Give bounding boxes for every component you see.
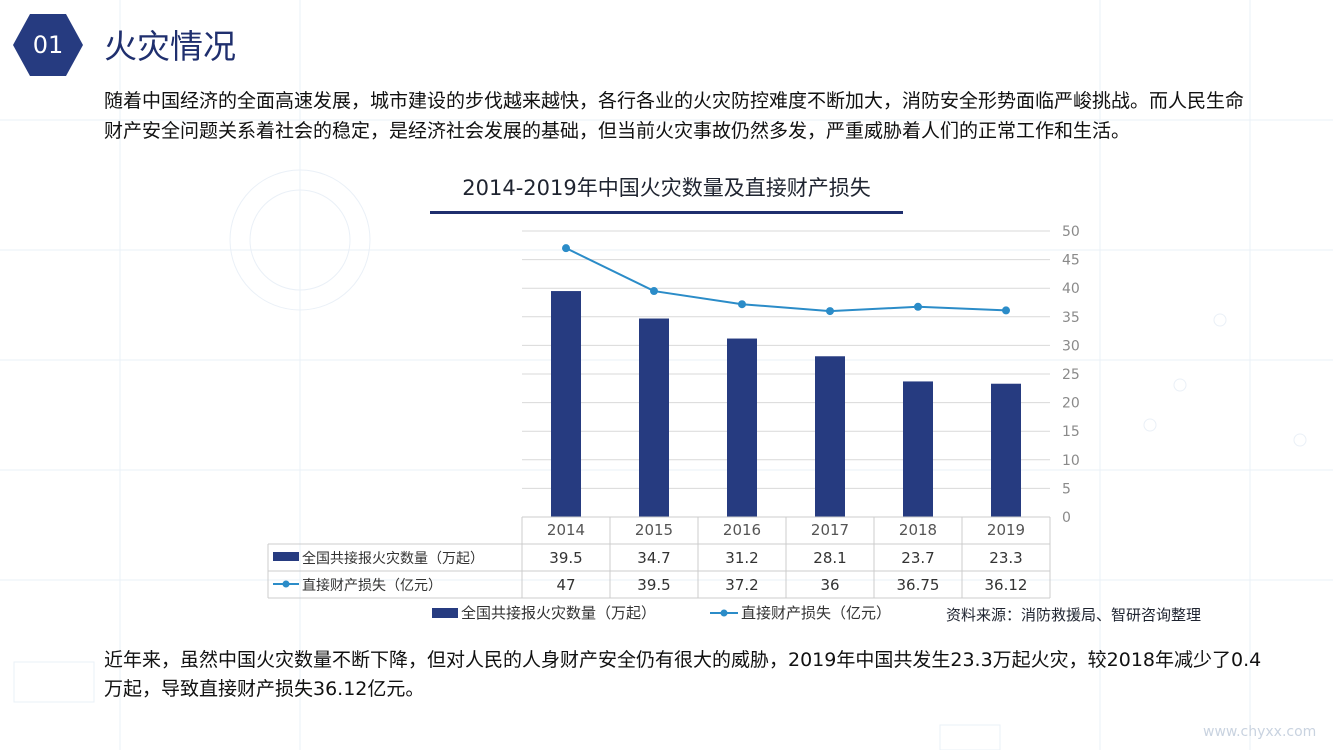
- table-row-header: 全国共接报火灾数量（万起）: [302, 550, 484, 567]
- y-tick-label: 45: [1062, 253, 1080, 269]
- x-tick-label: 2018: [899, 521, 937, 539]
- watermark: www.chyxx.com: [1203, 724, 1317, 740]
- section-badge: [13, 14, 83, 76]
- y-tick-label: 20: [1062, 396, 1080, 412]
- intro-paragraph: 随着中国经济的全面高速发展，城市建设的步伐越来越快，各行各业的火灾防控难度不断加…: [104, 90, 1245, 142]
- bar-data-label: 31.2: [725, 549, 758, 567]
- x-tick-label: 2019: [987, 521, 1025, 539]
- y-tick-label: 50: [1062, 224, 1080, 240]
- line-point: [562, 244, 570, 253]
- table-row-header: 直接财产损失（亿元）: [302, 577, 442, 594]
- line-data-label: 36.75: [897, 576, 940, 594]
- bar-data-label: 28.1: [813, 549, 846, 567]
- bar: [903, 381, 933, 517]
- line-point: [914, 302, 922, 311]
- legend-line-dot: [720, 609, 728, 617]
- bar: [551, 291, 581, 517]
- line-data-label: 47: [556, 576, 575, 594]
- y-tick-label: 30: [1062, 338, 1080, 354]
- line-data-label: 37.2: [725, 576, 758, 594]
- legend-line-label: 直接财产损失（亿元）: [741, 604, 891, 622]
- x-tick-label: 2017: [811, 521, 849, 539]
- chart-title: 2014-2019年中国火灾数量及直接财产损失: [462, 176, 871, 200]
- bar: [639, 318, 669, 517]
- y-tick-label: 35: [1062, 310, 1080, 326]
- y-tick-label: 25: [1062, 367, 1080, 383]
- x-tick-label: 2014: [547, 521, 585, 539]
- series-line: [565, 247, 1007, 313]
- y-tick-label: 0: [1062, 510, 1071, 526]
- section-number: 01: [32, 31, 64, 59]
- chart-title-underline: [430, 211, 903, 214]
- bar-data-label: 34.7: [637, 549, 670, 567]
- bar-data-label: 23.7: [901, 549, 934, 567]
- line-point: [826, 307, 834, 316]
- legend-bar-label: 全国共接报火灾数量（万起）: [461, 604, 656, 622]
- line-data-label: 36: [820, 576, 839, 594]
- y-tick-label: 40: [1062, 281, 1080, 297]
- y-tick-label: 10: [1062, 453, 1080, 469]
- bar: [815, 356, 845, 517]
- x-tick-label: 2015: [635, 521, 673, 539]
- page-title: 火灾情况: [104, 27, 236, 66]
- bar: [991, 383, 1021, 517]
- line-point: [738, 300, 746, 309]
- line-point: [650, 287, 658, 296]
- table-bar-key: [273, 552, 299, 561]
- bar-data-label: 23.3: [989, 549, 1022, 567]
- bar-data-label: 39.5: [549, 549, 582, 567]
- y-tick-label: 15: [1062, 424, 1080, 440]
- y-tick-label: 5: [1062, 481, 1071, 497]
- line-data-label: 36.12: [985, 576, 1028, 594]
- x-tick-label: 2016: [723, 521, 761, 539]
- line-data-label: 39.5: [637, 576, 670, 594]
- table-line-key-dot: [282, 580, 290, 588]
- legend-bar-swatch: [432, 608, 458, 618]
- source-note: 资料来源：消防救援局、智研咨询整理: [946, 606, 1202, 624]
- summary-paragraph: 近年来，虽然中国火灾数量不断下降，但对人民的人身财产安全仍有很大的威胁，2019…: [104, 649, 1262, 700]
- bar: [727, 338, 757, 517]
- line-point: [1002, 306, 1010, 315]
